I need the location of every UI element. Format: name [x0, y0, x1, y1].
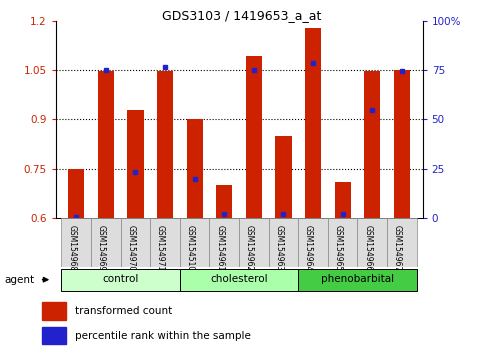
Bar	[275, 136, 292, 218]
Bar	[298, 218, 328, 267]
Bar	[121, 218, 150, 267]
Bar	[42, 302, 66, 320]
Text: GDS3103 / 1419653_a_at: GDS3103 / 1419653_a_at	[162, 9, 321, 22]
Bar	[157, 72, 173, 218]
Bar	[364, 71, 381, 218]
Bar	[91, 218, 121, 267]
Text: GSM154971: GSM154971	[156, 225, 165, 272]
Bar	[128, 110, 143, 218]
Bar	[357, 218, 387, 267]
Text: GSM154510: GSM154510	[185, 225, 195, 272]
Text: GSM154969: GSM154969	[97, 225, 106, 272]
Text: GSM154964: GSM154964	[304, 225, 313, 272]
Bar	[394, 70, 410, 218]
Bar	[68, 169, 85, 218]
Bar	[61, 268, 180, 291]
Bar	[150, 218, 180, 267]
Bar	[186, 119, 203, 218]
Bar	[98, 71, 114, 218]
Bar	[335, 182, 351, 218]
Text: GSM154967: GSM154967	[393, 225, 402, 272]
Text: GSM154963: GSM154963	[274, 225, 284, 272]
Text: percentile rank within the sample: percentile rank within the sample	[75, 331, 251, 341]
Bar	[328, 218, 357, 267]
Text: GSM154968: GSM154968	[67, 225, 76, 272]
Text: GSM154965: GSM154965	[334, 225, 343, 272]
Text: GSM154966: GSM154966	[363, 225, 372, 272]
Bar	[246, 56, 262, 218]
Bar	[305, 28, 321, 218]
Bar	[210, 218, 239, 267]
Bar	[216, 185, 232, 218]
Text: GSM154962: GSM154962	[245, 225, 254, 272]
Bar	[239, 218, 269, 267]
Bar	[269, 218, 298, 267]
Bar	[42, 327, 66, 344]
Text: transformed count: transformed count	[75, 306, 172, 316]
Text: GSM154961: GSM154961	[215, 225, 224, 272]
Bar	[180, 218, 210, 267]
Text: phenobarbital: phenobarbital	[321, 274, 394, 284]
Bar	[61, 218, 91, 267]
Text: GSM154970: GSM154970	[127, 225, 135, 272]
Bar	[180, 268, 298, 291]
Text: control: control	[102, 274, 139, 284]
Text: cholesterol: cholesterol	[210, 274, 268, 284]
Bar	[298, 268, 417, 291]
Text: agent: agent	[5, 275, 35, 285]
Bar	[387, 218, 417, 267]
